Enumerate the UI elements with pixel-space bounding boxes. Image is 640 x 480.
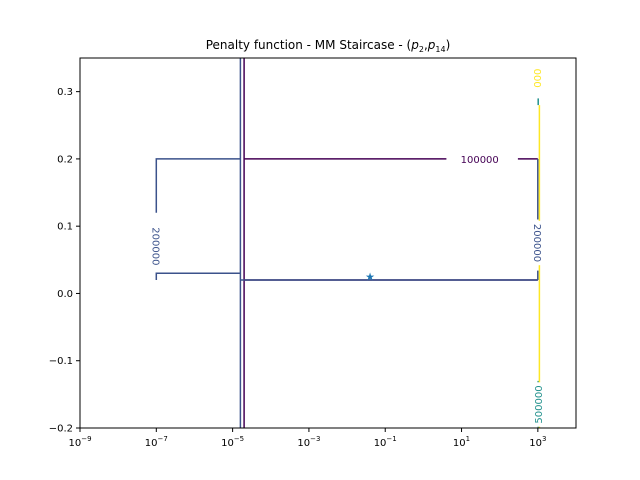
contour-label-200000: 200000 bbox=[149, 224, 164, 269]
contour-label-200000: 200000 bbox=[530, 220, 545, 266]
y-tick-label: −0.1 bbox=[49, 356, 73, 367]
x-tick-label: 10−9 bbox=[68, 435, 91, 449]
y-axis-ticks: −0.2 −0.1 0.0 0.1 0.2 0.3 bbox=[49, 87, 80, 435]
y-tick-label: 0.0 bbox=[57, 289, 73, 300]
y-tick-label: 0.2 bbox=[57, 154, 73, 165]
svg-text:200000: 200000 bbox=[531, 224, 542, 262]
svg-text:000: 000 bbox=[531, 69, 542, 88]
x-tick-label: 10−3 bbox=[297, 435, 320, 449]
contour-label-000: 000 bbox=[530, 65, 545, 91]
contour-label-100000: 100000 bbox=[457, 151, 502, 166]
y-tick-label: 0.3 bbox=[57, 87, 73, 98]
optimum-marker-group: ★ bbox=[365, 271, 375, 284]
x-tick-label: 10−1 bbox=[374, 435, 397, 449]
contour-line-200000 bbox=[155, 272, 241, 280]
y-tick-label: 0.1 bbox=[57, 222, 73, 233]
x-tick-label: 10−7 bbox=[145, 435, 168, 449]
x-tick-label: 10−5 bbox=[221, 435, 244, 449]
contour-label-500000: 500000 bbox=[530, 382, 545, 427]
svg-text:500000: 500000 bbox=[534, 385, 545, 423]
x-axis-ticks: 10−9 10−7 10−5 10−3 10−1 101 103 bbox=[68, 428, 546, 449]
svg-text:100000: 100000 bbox=[461, 155, 499, 166]
x-tick-label: 101 bbox=[453, 435, 470, 449]
svg-text:200000: 200000 bbox=[149, 227, 160, 265]
axes-frame bbox=[79, 57, 577, 429]
y-tick-label: −0.2 bbox=[49, 424, 73, 435]
chart-title: Penalty function - MM Staircase - (p2,p1… bbox=[206, 38, 451, 54]
x-tick-label: 103 bbox=[529, 435, 546, 449]
optimum-marker: ★ bbox=[365, 271, 375, 284]
contour-line-200000 bbox=[155, 158, 241, 213]
contour-labels: 100000 200000 200000 500000 000 bbox=[149, 65, 545, 427]
